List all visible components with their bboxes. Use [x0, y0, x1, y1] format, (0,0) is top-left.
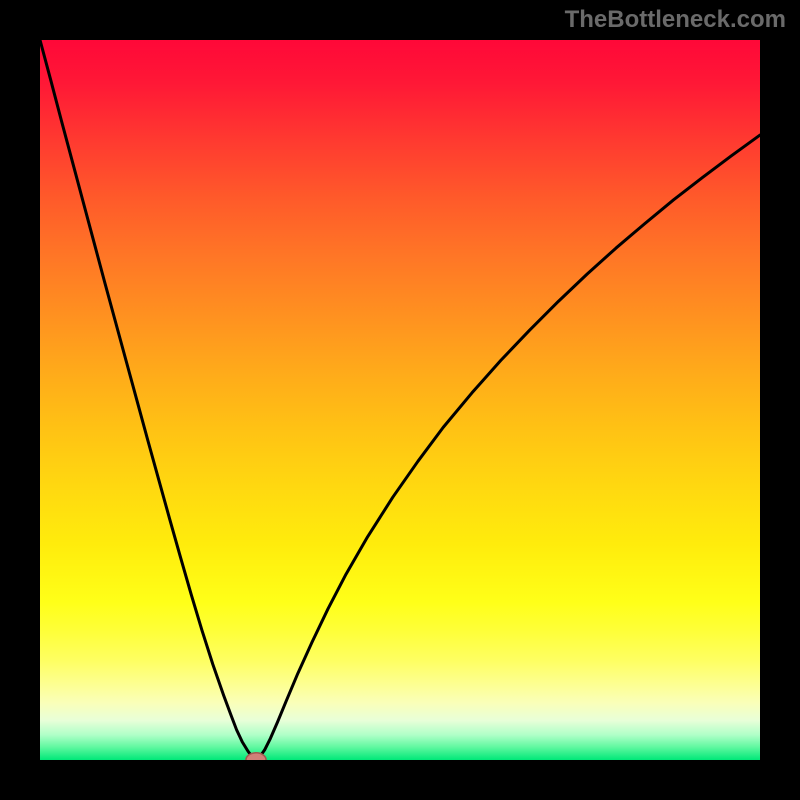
watermark-text: TheBottleneck.com — [565, 6, 786, 34]
chart-frame: TheBottleneck.com — [0, 0, 800, 800]
chart-background — [40, 40, 760, 760]
bottleneck-chart — [40, 40, 760, 760]
